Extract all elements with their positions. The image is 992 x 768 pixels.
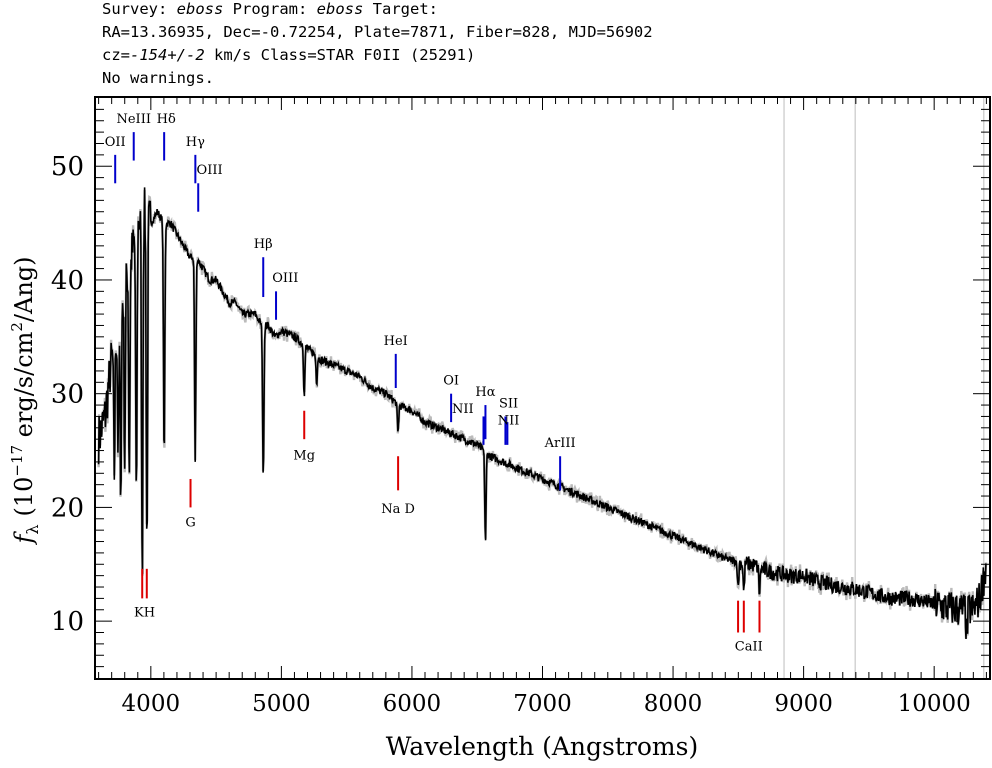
y-tick-label: 50 — [51, 152, 84, 182]
y-tick-label: 10 — [51, 607, 84, 637]
absorption-line-label: Na D — [381, 502, 415, 517]
emission-line-label: OII — [105, 135, 126, 150]
cz-value: -154 — [130, 46, 168, 64]
x-tick-label: 8000 — [644, 691, 703, 717]
x-tick-label: 6000 — [383, 691, 442, 717]
header-line-2: RA=13.36935, Dec=-0.72254, Plate=7871, F… — [102, 23, 653, 41]
target-label: Target: — [363, 0, 438, 18]
cz-error: 2 — [195, 46, 205, 64]
y-label-exp2: 2 — [8, 322, 26, 332]
program-value: eboss — [316, 0, 364, 18]
emission-line-label: OIII — [272, 271, 298, 286]
y-label-exp1: −17 — [8, 445, 26, 477]
model-spectrum — [97, 189, 988, 639]
emission-line-label: NII — [498, 413, 520, 428]
program-label: Program: — [223, 0, 317, 18]
emission-line-label: NII — [452, 402, 474, 417]
x-axis-label: Wavelength (Angstroms) — [386, 732, 698, 761]
emission-line-label: NeIII — [116, 112, 150, 127]
y-tick-label: 30 — [51, 380, 84, 410]
y-label-unit: erg/s/cm — [10, 331, 38, 445]
model-line — [97, 189, 988, 639]
absorption-line-label: G — [185, 516, 195, 531]
header-line-1: Survey: eboss Program: eboss Target: — [102, 0, 438, 20]
y-axis-label: fλ(10−17 erg/s/cm2/Ang) — [8, 256, 42, 545]
flux-spectrum — [97, 187, 988, 640]
x-tick-label: 9000 — [774, 691, 833, 717]
emission-line-label: Hδ — [157, 112, 176, 127]
emission-line-label: Hα — [475, 385, 495, 400]
plot-frame — [94, 96, 991, 680]
survey-value: eboss — [176, 0, 224, 18]
axis-ticks: 4000 5000 6000 7000 8000 9000 10000 10 20 30 40 50 — [51, 98, 989, 717]
x-tick-label: 7000 — [513, 691, 572, 717]
emission-line-label: OI — [443, 374, 459, 389]
header-line-4: No warnings. — [102, 69, 214, 87]
emission-line-label: HeI — [384, 334, 408, 349]
y-label-mid: (10 — [10, 477, 38, 517]
x-tick-label: 4000 — [122, 691, 181, 717]
class-text: km/s Class=STAR F0II (25291) — [204, 46, 476, 64]
cz-label: cz= — [102, 46, 130, 64]
sky-lines — [783, 98, 985, 678]
y-label-tail: /Ang) — [10, 256, 38, 322]
emission-line-label: Hβ — [254, 237, 273, 252]
x-tick-label: 10000 — [898, 691, 971, 717]
emission-line-label: ArIII — [544, 436, 576, 451]
absorption-line-label: KH — [134, 606, 155, 621]
x-tick-label: 5000 — [252, 691, 311, 717]
flux-line — [97, 187, 988, 640]
y-label-lambda: λ — [23, 525, 42, 535]
absorption-line-label: CaII — [735, 640, 763, 655]
emission-line-label: Hγ — [186, 135, 205, 150]
y-tick-label: 40 — [51, 266, 84, 296]
cz-plusminus: +/- — [167, 46, 196, 64]
survey-label: Survey: — [102, 0, 177, 18]
emission-line-label: SII — [499, 396, 518, 411]
emission-line-label: OIII — [197, 163, 223, 178]
absorption-line-label: Mg — [293, 449, 315, 464]
header-line-3: cz=-154+/-2 km/s Class=STAR F0II (25291) — [102, 44, 475, 66]
y-tick-label: 20 — [51, 493, 84, 523]
